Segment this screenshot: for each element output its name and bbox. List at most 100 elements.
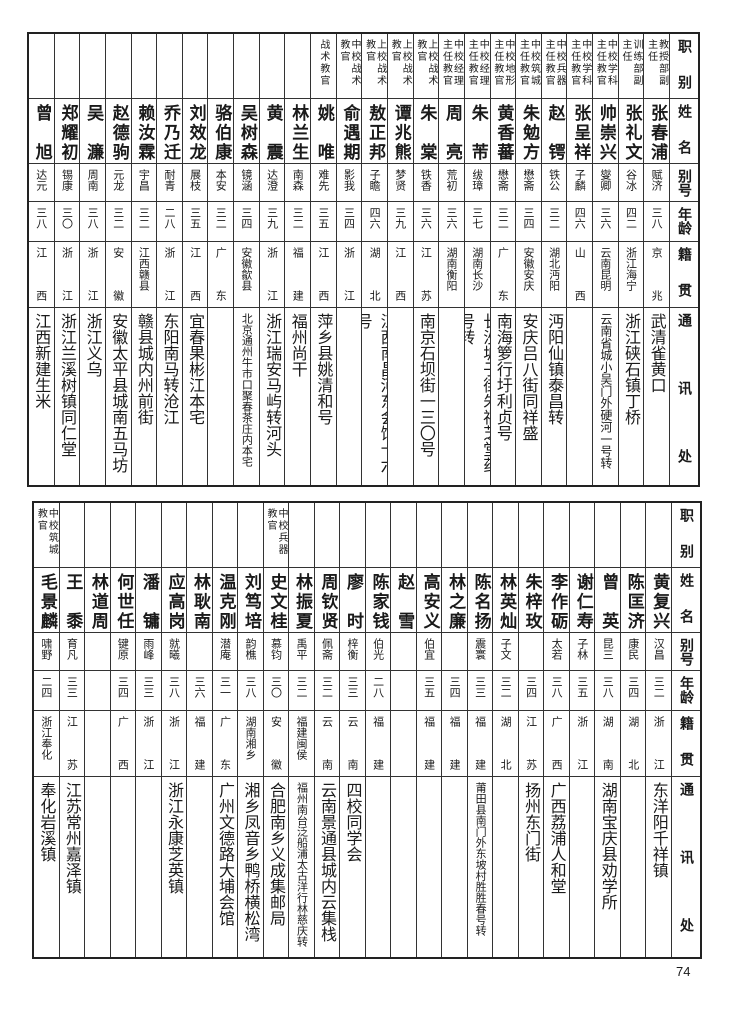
age-text: 三三 bbox=[473, 676, 487, 698]
age-text: 三二 bbox=[496, 207, 510, 229]
address-text: 云南省城小吴门外硬河一号转 bbox=[598, 313, 613, 469]
name-text: 谢仁寿 bbox=[572, 573, 593, 629]
role-cell bbox=[187, 503, 212, 568]
name-cell: 陈家钱 bbox=[365, 568, 391, 633]
age-text: 三五 bbox=[316, 207, 330, 229]
role-cell bbox=[238, 503, 263, 568]
address-text: 赣县城内州前街 bbox=[134, 313, 154, 425]
header-name: 姓名 bbox=[676, 104, 692, 154]
alias-cell: 耐青 bbox=[157, 164, 182, 202]
role-cell bbox=[646, 503, 671, 568]
table-row: 乔乃迁 耐青 二八 浙江 东阳南马转沧江 bbox=[156, 34, 182, 485]
age-text: 四六 bbox=[573, 207, 587, 229]
name-cell: 毛景麟 bbox=[34, 568, 59, 633]
name-cell: 朱勉方 bbox=[516, 99, 541, 164]
table-row: 吴树森 镜涵 三四 安徽歙县 北京通州牛市口聚春茶庄内本宅 bbox=[233, 34, 259, 485]
alias-text: 伯宜 bbox=[422, 638, 436, 660]
table-row: 陈匡济 康民 三四 湖北 bbox=[619, 503, 646, 957]
native-cell: 广东 bbox=[208, 242, 234, 308]
native-text: 湖南长沙 bbox=[470, 247, 484, 291]
alias-text: 燮卿 bbox=[598, 169, 612, 191]
role-cell: 上校战术教官 bbox=[413, 34, 439, 99]
header-cell: 职别 bbox=[670, 34, 698, 99]
age-text: 三八 bbox=[243, 676, 257, 698]
age-text: 二四 bbox=[39, 676, 53, 698]
age-text: 三四 bbox=[342, 207, 356, 229]
alias-cell: 太若 bbox=[544, 633, 569, 671]
role-text: 中校兵器教官 bbox=[265, 508, 287, 556]
role-cell: 中校战术教官 bbox=[336, 34, 362, 99]
header-cell: 通讯处 bbox=[670, 308, 698, 485]
native-cell bbox=[85, 711, 110, 777]
header-age: 年龄 bbox=[676, 207, 692, 235]
age-cell: 三二 bbox=[131, 202, 157, 242]
alias-text: 育凡 bbox=[65, 638, 79, 660]
alias-text: 懋斋 bbox=[521, 169, 535, 191]
address-cell bbox=[111, 777, 136, 957]
address-cell: 武清雀黄口 bbox=[644, 308, 669, 485]
address-cell: 南海箩行圩利贞号 bbox=[491, 308, 516, 485]
age-cell: 三六 bbox=[593, 202, 618, 242]
age-text: 三二 bbox=[547, 207, 561, 229]
alias-text: 谷冰 bbox=[624, 169, 638, 191]
role-cell: 上校战术教官 bbox=[362, 34, 387, 99]
address-text: 沔阳仙镇泰昌转 bbox=[545, 313, 565, 425]
role-text: 教授部副主任 bbox=[645, 39, 668, 87]
native-text: 山西 bbox=[573, 247, 587, 301]
native-text: 福建 bbox=[422, 716, 436, 770]
name-text: 黄复兴 bbox=[649, 573, 670, 629]
alias-cell bbox=[391, 633, 416, 671]
role-cell bbox=[208, 34, 234, 99]
role-text: 上校战术教官 bbox=[363, 39, 386, 87]
name-cell: 林兰生 bbox=[285, 99, 311, 164]
address-cell bbox=[570, 777, 595, 957]
table-row: 训练部副主任 张礼文 谷冰 四二 浙江海宁 浙江硖石镇丁桥 bbox=[617, 34, 644, 485]
age-text: 三四 bbox=[626, 676, 640, 698]
native-text: 福建 bbox=[291, 247, 305, 301]
address-cell: 合肥南乡义成集邮局 bbox=[264, 777, 289, 957]
address-cell: 福州南台泛船浦太古洋行林慈庆转 bbox=[289, 777, 314, 957]
age-text: 三七 bbox=[470, 207, 484, 229]
native-cell: 浙江 bbox=[80, 242, 105, 308]
age-cell: 二八 bbox=[157, 202, 182, 242]
address-cell: 福州尚干 bbox=[285, 308, 310, 485]
name-cell: 王黍 bbox=[59, 568, 85, 633]
role-cell: 中校学科主任教官 bbox=[567, 34, 593, 99]
alias-cell: 子林 bbox=[569, 633, 595, 671]
table-row: 中校经理主任教官朱芾绂璋三七湖南长沙长沙坡子街朱福芝堂药号转 bbox=[463, 34, 490, 485]
name-cell: 郑耀初 bbox=[54, 99, 80, 164]
alias-text: 震寰 bbox=[473, 638, 487, 660]
address-text: 奉化岩溪镇 bbox=[37, 782, 57, 862]
native-text: 福建 bbox=[371, 716, 385, 770]
alias-text: 昆三 bbox=[601, 638, 615, 660]
name-cell: 林之廉 bbox=[442, 568, 467, 633]
role-cell bbox=[391, 503, 416, 568]
alias-text: 展枝 bbox=[188, 169, 202, 191]
alias-cell: 佩斋 bbox=[314, 633, 340, 671]
native-cell: 福建 bbox=[187, 711, 212, 777]
alias-cell: 子瞻 bbox=[362, 164, 387, 202]
address-text: 浙江兰溪树镇同仁堂 bbox=[57, 313, 77, 457]
alias-cell: 子麟 bbox=[567, 164, 593, 202]
name-cell: 潘镛 bbox=[136, 568, 161, 633]
address-text: 北京通州牛市口聚春茶庄内本宅 bbox=[240, 313, 254, 467]
alias-text: 子瞻 bbox=[368, 169, 382, 191]
alias-cell: 汉昌 bbox=[646, 633, 671, 671]
role-cell bbox=[234, 34, 259, 99]
address-cell bbox=[136, 777, 161, 957]
age-text: 三六 bbox=[598, 207, 612, 229]
native-cell: 浙江 bbox=[54, 242, 80, 308]
address-text: 浙江硖石镇丁桥 bbox=[622, 313, 642, 425]
alias-text: 梓衡 bbox=[346, 638, 360, 660]
address-cell: 长沙坡子街朱福芝堂药号转 bbox=[465, 308, 490, 485]
age-cell: 三五 bbox=[311, 202, 336, 242]
native-text: 江苏 bbox=[524, 716, 538, 770]
table-row: 上校战术教官 谭兆熊 梦贤 三九 江西 bbox=[386, 34, 413, 485]
age-cell: 三五 bbox=[569, 671, 595, 711]
alias-cell: 荒初 bbox=[439, 164, 464, 202]
alias-text: 铁香 bbox=[419, 169, 433, 191]
native-text: 浙江奉化 bbox=[39, 716, 53, 760]
address-text: 莆田县南门外东坡村胜胜春号转 bbox=[474, 782, 488, 936]
native-cell: 福建 bbox=[285, 242, 311, 308]
alias-text: 本安 bbox=[214, 169, 228, 191]
